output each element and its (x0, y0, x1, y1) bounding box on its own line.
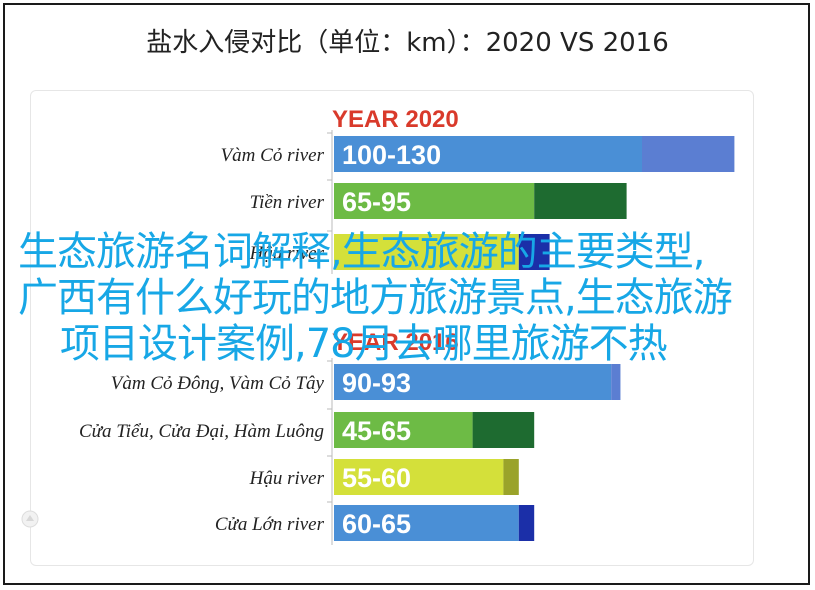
bar-segment-min (334, 459, 504, 495)
bar-segment-min (334, 136, 642, 172)
outer-frame (3, 3, 810, 585)
data-label: 55-60 (342, 463, 411, 493)
bar-segment-range (534, 183, 627, 219)
bar-segment-min (334, 412, 473, 448)
bar-segment-range (518, 234, 550, 270)
category-label: Vàm Cỏ river (221, 145, 325, 166)
data-label: 90-93 (342, 368, 411, 398)
page-title: 盐水入侵对比（单位：km）：2020 VS 2016 (146, 28, 669, 58)
bar-segment-range (518, 505, 535, 541)
bar-segment-range (642, 136, 735, 172)
bar-segment-range (503, 459, 519, 495)
bar-segment-min (334, 234, 519, 270)
category-label: Cửa Tiểu, Cửa Đại, Hàm Luông (79, 421, 324, 442)
data-label: 45-65 (342, 416, 411, 446)
data-label: 60-65 (342, 509, 411, 539)
category-label: Hậu river (249, 468, 325, 489)
bar-segment-min (334, 183, 535, 219)
watermark-logo-icon (21, 510, 39, 528)
data-label: 65-95 (342, 187, 411, 217)
bar-segment-range (472, 412, 535, 448)
category-label: Tiền river (250, 192, 325, 213)
chart-2020: YEAR 2020 Vàm Cỏ river 100-130 Tiền river 65… (221, 106, 735, 274)
chart-title-1: YEAR 2016 (332, 329, 459, 356)
category-label: Hậu river (249, 243, 325, 264)
category-label: Cửa Lớn river (215, 514, 325, 535)
category-label: Vàm Cỏ Đông, Vàm Cỏ Tây (111, 373, 325, 394)
data-label: 100-130 (342, 140, 441, 170)
bar-segment-range (611, 364, 621, 400)
bar-segment-min (334, 505, 519, 541)
chart-title-0: YEAR 2020 (332, 106, 459, 133)
bar-segment-min (334, 364, 612, 400)
chart-2016: YEAR 2016 Vàm Cỏ Đông, Vàm Cỏ Tây 90-93 Cửa… (79, 329, 621, 545)
